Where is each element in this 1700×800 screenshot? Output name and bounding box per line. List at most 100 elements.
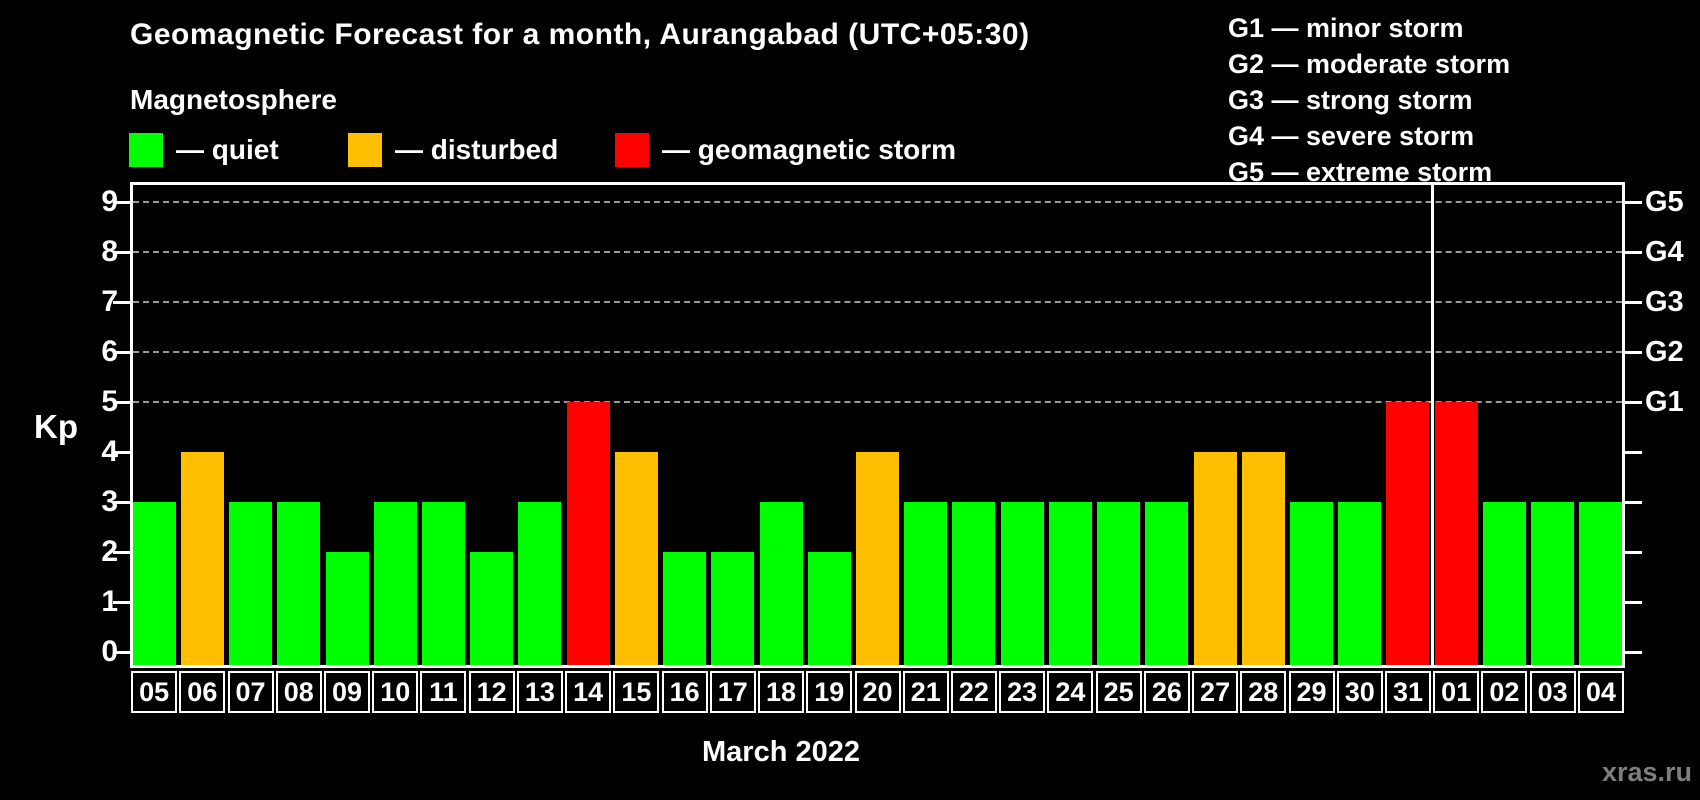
disturbed-legend-label: — disturbed <box>395 134 559 165</box>
day-label-23: 23 <box>999 671 1046 713</box>
day-label-18: 18 <box>758 671 805 713</box>
day-label-30: 30 <box>1336 671 1383 713</box>
g-scale-label-G3: G3 <box>1645 286 1684 318</box>
left-tick-6 <box>113 351 130 354</box>
right-tick-2 <box>1622 551 1642 554</box>
x-axis-title: March 2022 <box>702 736 860 768</box>
day-label-21: 21 <box>902 671 949 713</box>
day-label-14: 14 <box>565 671 612 713</box>
left-tick-0 <box>113 651 130 654</box>
kp-bar-day-10 <box>373 502 417 666</box>
day-label-17: 17 <box>709 671 756 713</box>
day-label-25: 25 <box>1095 671 1142 713</box>
y-tick-label-7: 7 <box>101 285 118 318</box>
right-tick-4 <box>1622 451 1642 454</box>
day-label-22: 22 <box>950 671 997 713</box>
day-label-12: 12 <box>468 671 515 713</box>
kp-bar-day-14 <box>566 402 610 666</box>
storm-scale-legend: G1 — minor storm G2 — moderate storm G3 … <box>1228 13 1511 187</box>
day-label-31: 31 <box>1384 671 1431 713</box>
day-label-16: 16 <box>661 671 708 713</box>
kp-bar-day-08 <box>277 502 321 666</box>
right-tick-1 <box>1622 601 1642 604</box>
y-tick-label-6: 6 <box>101 335 118 368</box>
gridline-kp-9 <box>133 201 1622 203</box>
kp-bar-day-29 <box>1290 502 1334 666</box>
kp-bar-day-23 <box>1000 502 1044 666</box>
kp-bar-day-21 <box>904 502 948 666</box>
day-label-01: 01 <box>1433 671 1480 713</box>
kp-bar-day-27 <box>1193 452 1237 666</box>
kp-bar-day-06 <box>180 452 224 666</box>
quiet-swatch <box>129 133 163 167</box>
g-scale-label-G1: G1 <box>1645 386 1684 418</box>
kp-bar-day-07 <box>229 502 273 666</box>
kp-bar-day-16 <box>663 552 707 666</box>
kp-bar-day-24 <box>1048 502 1092 666</box>
kp-bar-day-19 <box>807 552 851 666</box>
day-label-11: 11 <box>420 671 467 713</box>
gridline-kp-7 <box>133 301 1622 303</box>
day-label-20: 20 <box>854 671 901 713</box>
watermark: xras.ru <box>1601 757 1692 787</box>
storm-legend-label: — geomagnetic storm <box>662 134 957 165</box>
y-tick-label-2: 2 <box>101 535 118 568</box>
kp-bar-day-13 <box>518 502 562 666</box>
quiet-legend-label: — quiet <box>176 134 279 165</box>
kp-bar-day-20 <box>856 452 899 666</box>
day-label-26: 26 <box>1143 671 1190 713</box>
magnetosphere-label: Magnetosphere <box>130 84 337 115</box>
day-label-05: 05 <box>131 671 178 713</box>
month-separator-line <box>1430 182 1434 668</box>
day-label-10: 10 <box>372 671 419 713</box>
right-tick-8 <box>1622 251 1642 254</box>
kp-bar-day-22 <box>952 502 996 666</box>
day-label-08: 08 <box>275 671 322 713</box>
g-scale-label-G2: G2 <box>1645 336 1684 368</box>
kp-bar-day-05 <box>132 502 176 666</box>
gridline-kp-8 <box>133 251 1622 253</box>
day-label-03: 03 <box>1529 671 1576 713</box>
y-tick-label-9: 9 <box>101 185 118 218</box>
left-tick-9 <box>113 201 130 204</box>
gridline-kp-6 <box>133 351 1622 353</box>
y-tick-label-0: 0 <box>101 635 118 668</box>
kp-bar-day-31 <box>1386 402 1430 666</box>
y-axis-label: Kp <box>34 408 78 445</box>
left-tick-7 <box>113 301 130 304</box>
kp-bar-day-11 <box>421 502 465 666</box>
kp-bar-day-02 <box>1482 502 1526 666</box>
day-label-06: 06 <box>179 671 226 713</box>
right-tick-5 <box>1622 401 1642 404</box>
y-tick-label-5: 5 <box>101 385 118 418</box>
y-tick-label-4: 4 <box>101 435 118 468</box>
gridline-kp-5 <box>133 401 1622 403</box>
y-tick-label-8: 8 <box>101 235 118 268</box>
kp-bar-day-15 <box>614 452 658 666</box>
day-label-28: 28 <box>1240 671 1287 713</box>
left-tick-2 <box>113 551 130 554</box>
left-tick-8 <box>113 251 130 254</box>
storm-swatch <box>615 133 649 167</box>
kp-bar-day-03 <box>1531 502 1575 666</box>
g-scale-label-G4: G4 <box>1645 236 1684 268</box>
right-tick-7 <box>1622 301 1642 304</box>
left-tick-1 <box>113 601 130 604</box>
kp-bar-day-04 <box>1579 502 1623 666</box>
left-tick-5 <box>113 401 130 404</box>
kp-bar-day-30 <box>1338 502 1382 666</box>
kp-bar-day-12 <box>470 552 514 666</box>
day-label-09: 09 <box>324 671 371 713</box>
kp-bar-day-09 <box>325 552 369 666</box>
day-label-07: 07 <box>227 671 274 713</box>
day-label-27: 27 <box>1192 671 1239 713</box>
g-scale-label-G5: G5 <box>1645 186 1684 218</box>
right-tick-9 <box>1622 201 1642 204</box>
left-tick-4 <box>113 451 130 454</box>
kp-bar-day-17 <box>711 552 755 666</box>
right-tick-0 <box>1622 651 1642 654</box>
left-tick-3 <box>113 501 130 504</box>
day-label-02: 02 <box>1481 671 1528 713</box>
day-label-13: 13 <box>516 671 563 713</box>
